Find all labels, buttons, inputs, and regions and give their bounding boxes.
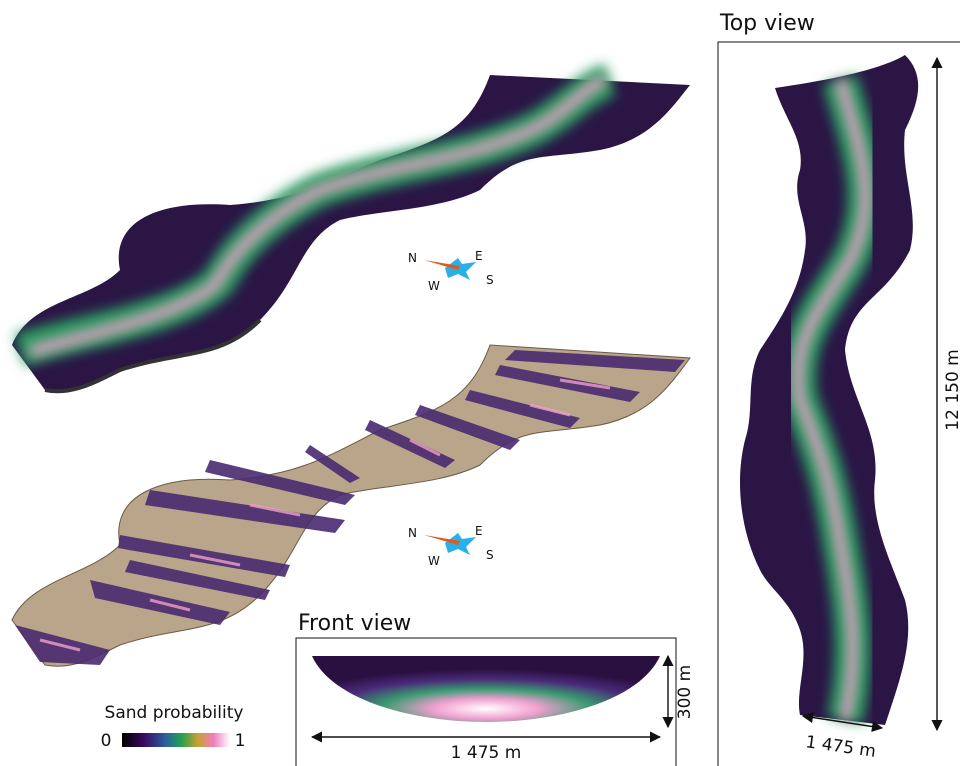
front-view-width: 1 475 m [451, 743, 522, 763]
compass: N E W S [408, 249, 494, 293]
width-arrow [801, 711, 884, 733]
ribbon-3d-probability [12, 63, 690, 394]
colorbar-title: Sand probability [105, 703, 244, 723]
compass-n: N [408, 251, 417, 265]
front-view-section [312, 656, 660, 722]
compass-e: E [475, 524, 483, 538]
top-view-length: 12 150 m [943, 349, 960, 430]
top-view-map [740, 55, 919, 725]
compass-w: W [428, 554, 440, 568]
front-view-frame [295, 637, 677, 766]
ribbon-3d-slices [11, 344, 691, 667]
colorbar-min: 0 [101, 731, 112, 751]
front-view-height: 300 m [675, 665, 695, 719]
top-view-frame [717, 41, 960, 766]
top-view-title: Top view [719, 11, 815, 36]
front-view-title: Front view [298, 611, 411, 636]
compass-w: W [428, 279, 440, 293]
compass-e: E [475, 249, 483, 263]
top-view-width: 1 475 m [804, 732, 877, 762]
colorbar-max: 1 [235, 731, 246, 751]
compass-s: S [486, 273, 494, 287]
compass: N E W S [408, 524, 494, 568]
colorbar [122, 733, 230, 747]
compass-s: S [486, 548, 494, 562]
compass-n: N [408, 526, 417, 540]
